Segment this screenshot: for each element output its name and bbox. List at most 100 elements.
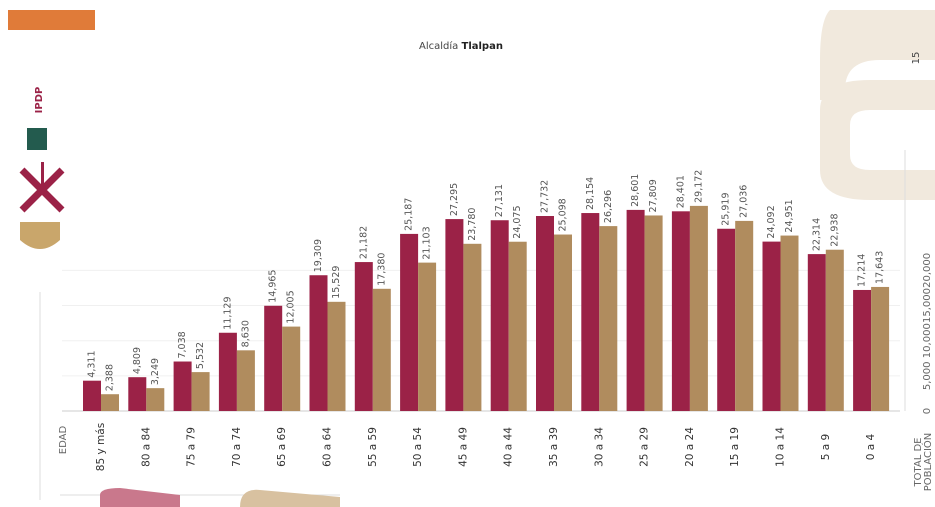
bar — [146, 388, 164, 411]
x-tick-label: 75 a 79 — [186, 427, 198, 467]
bar — [174, 362, 192, 411]
y-tick-label: 0 — [922, 408, 933, 414]
logo-icon — [20, 222, 60, 249]
bar — [826, 250, 844, 411]
value-label: 15,529 — [331, 266, 342, 299]
value-label: 28,154 — [585, 177, 596, 210]
bar — [445, 219, 463, 411]
value-label: 22,938 — [829, 213, 840, 246]
y-tick-label: 5,000 — [922, 362, 933, 391]
x-tick-label: 30 a 34 — [593, 427, 605, 467]
x-tick-label: 60 a 64 — [322, 427, 334, 467]
value-label: 17,643 — [875, 251, 886, 284]
bar — [645, 215, 663, 411]
bar — [418, 263, 436, 411]
bar — [581, 213, 599, 411]
value-label: 27,732 — [540, 180, 551, 213]
value-label: 26,296 — [603, 190, 614, 223]
title-name: Tlalpan — [462, 41, 503, 52]
value-label: 21,182 — [358, 226, 369, 259]
value-label: 27,295 — [449, 183, 460, 216]
value-label: 29,172 — [693, 170, 704, 203]
x-tick-label: 70 a 74 — [231, 427, 243, 467]
decor-shape — [240, 490, 340, 507]
bar — [355, 262, 373, 411]
bar — [219, 333, 237, 411]
value-label: 27,809 — [648, 179, 659, 212]
bar — [328, 302, 346, 411]
value-label: 7,038 — [177, 331, 188, 358]
value-label: 28,401 — [675, 175, 686, 208]
bar — [735, 221, 753, 411]
x-tick-label: 65 a 69 — [276, 427, 288, 467]
x-axis-title: EDAD — [58, 426, 69, 455]
value-label: 19,309 — [313, 239, 324, 272]
x-tick-label: 15 a 19 — [729, 427, 741, 467]
value-label: 24,951 — [784, 199, 795, 232]
x-tick-label: 5 a 9 — [820, 434, 832, 460]
value-label: 25,187 — [404, 198, 415, 231]
bar — [853, 290, 871, 411]
bar — [690, 206, 708, 411]
bar — [763, 242, 781, 411]
x-tick-label: 0 a 4 — [865, 433, 877, 460]
bar — [264, 306, 282, 411]
x-tick-label: 10 a 14 — [775, 427, 787, 467]
bar — [717, 229, 735, 411]
value-label: 14,965 — [268, 270, 279, 303]
value-label: 12,005 — [286, 290, 297, 323]
bar — [310, 275, 328, 411]
bar — [400, 234, 418, 411]
bar — [536, 216, 554, 411]
x-tick-label: 40 a 44 — [503, 427, 515, 467]
page-number: 15 — [911, 52, 922, 65]
bar — [101, 394, 119, 411]
bar — [509, 242, 527, 411]
bar — [83, 381, 101, 411]
bar — [627, 210, 645, 411]
value-label: 22,314 — [811, 218, 822, 251]
bar — [192, 372, 210, 411]
x-tick-label: 85 y más — [95, 423, 107, 471]
bar — [128, 377, 146, 411]
decor-shape — [100, 488, 180, 507]
bar — [282, 327, 300, 411]
value-label: 3,249 — [150, 358, 161, 385]
title-prefix: Alcaldía — [419, 40, 458, 52]
value-label: 28,601 — [630, 174, 641, 207]
x-tick-label: 50 a 54 — [412, 427, 424, 467]
value-label: 25,919 — [721, 193, 732, 226]
x-tick-label: 55 a 59 — [367, 427, 379, 467]
y-tick-label: 15,000 — [922, 288, 933, 323]
value-label: 24,092 — [766, 205, 777, 238]
page: Alcaldía Tlalpan 15 IPDP EDAD TOTAL DE P… — [0, 0, 935, 507]
bar — [491, 220, 509, 411]
logo-icon — [27, 128, 47, 150]
bar — [373, 289, 391, 411]
bar — [554, 235, 572, 411]
x-tick-label: 45 a 49 — [457, 427, 469, 467]
value-label: 27,036 — [739, 185, 750, 218]
decor-shape — [820, 80, 935, 200]
x-tick-label: 25 a 29 — [639, 427, 651, 467]
value-label: 17,214 — [857, 254, 868, 287]
logo-text: IPDP — [34, 87, 45, 114]
value-label: 17,380 — [376, 253, 387, 286]
value-label: 25,098 — [558, 198, 569, 231]
value-label: 21,103 — [422, 226, 433, 259]
y-axis-title: POBLACIÓN — [921, 433, 934, 492]
x-tick-label: 35 a 39 — [548, 427, 560, 467]
y-tick-label: 20,000 — [922, 253, 933, 288]
page-title: Alcaldía Tlalpan — [419, 40, 503, 52]
value-label: 4,311 — [87, 350, 98, 377]
value-label: 4,809 — [132, 347, 143, 374]
x-tick-label: 80 a 84 — [140, 427, 152, 467]
value-label: 11,129 — [222, 296, 233, 329]
value-label: 2,388 — [105, 364, 116, 391]
bar — [672, 211, 690, 411]
bar — [781, 236, 799, 411]
value-label: 27,131 — [494, 184, 505, 217]
bar — [463, 244, 481, 411]
bar — [808, 254, 826, 411]
y-tick-label: 10,000 — [922, 323, 933, 358]
